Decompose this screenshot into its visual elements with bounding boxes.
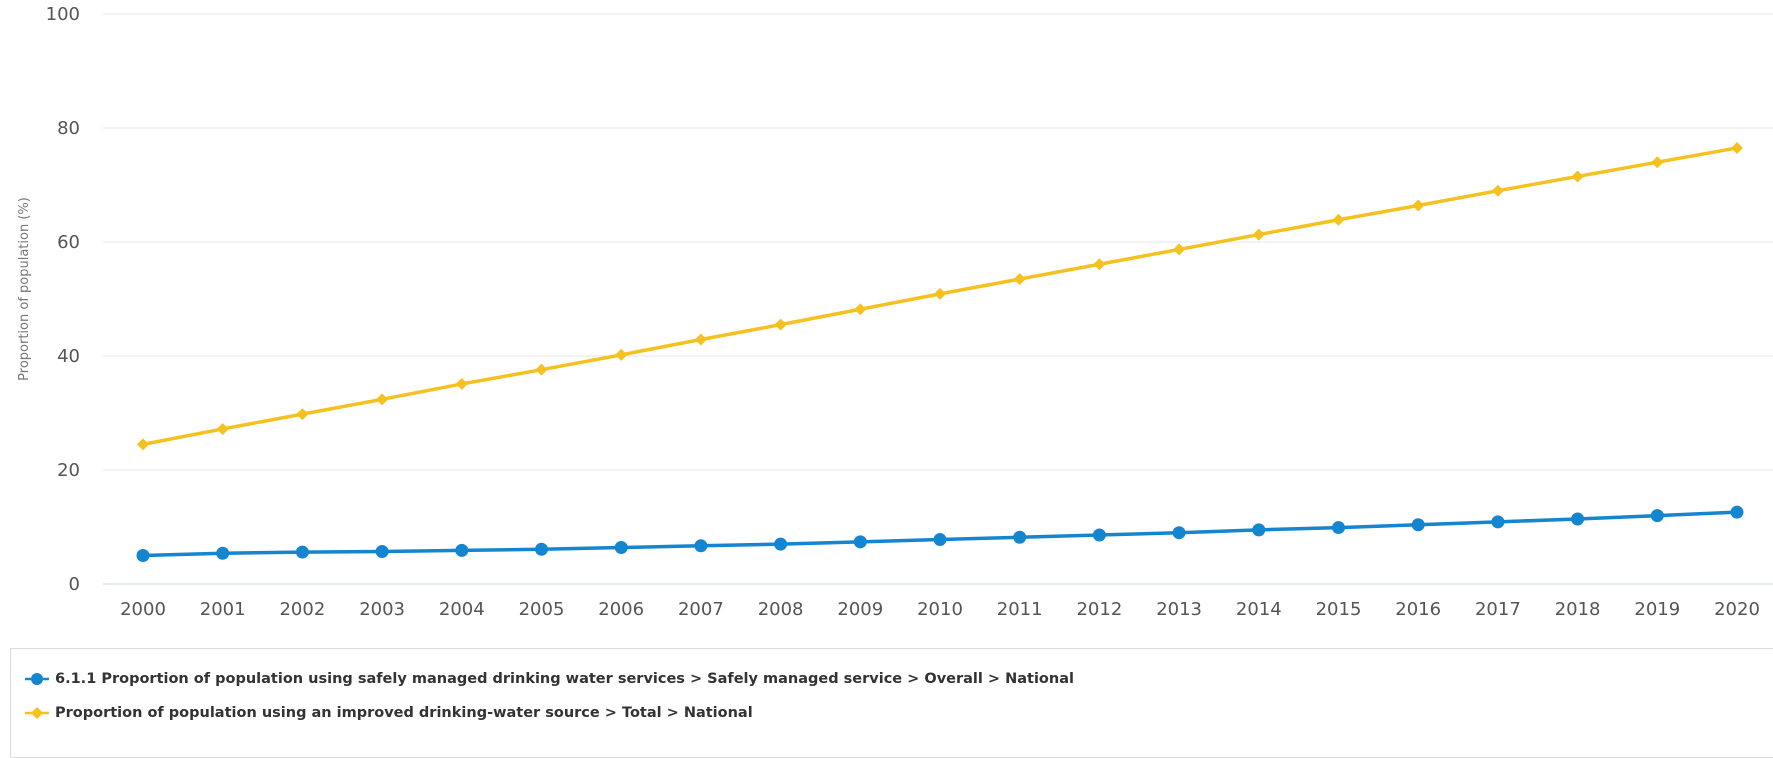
legend-diamond-marker-icon bbox=[25, 707, 49, 719]
y-tick-label: 0 bbox=[69, 574, 80, 595]
data-point bbox=[1491, 515, 1505, 529]
y-tick-label: 60 bbox=[57, 232, 80, 253]
data-point bbox=[1172, 526, 1186, 540]
legend-label: 6.1.1 Proportion of population using saf… bbox=[55, 671, 1074, 687]
data-point bbox=[774, 318, 787, 331]
data-point bbox=[1650, 509, 1664, 523]
data-point bbox=[933, 533, 947, 547]
x-tick-label: 2010 bbox=[917, 599, 963, 620]
data-point bbox=[1092, 528, 1106, 542]
data-point bbox=[1651, 156, 1664, 169]
data-point bbox=[1411, 518, 1425, 532]
series-layer bbox=[136, 141, 1744, 562]
y-tick-label: 80 bbox=[57, 118, 80, 139]
x-tick-label: 2020 bbox=[1714, 599, 1760, 620]
x-tick-label: 2009 bbox=[837, 599, 883, 620]
x-tick-label: 2015 bbox=[1316, 599, 1362, 620]
data-point bbox=[1412, 199, 1425, 212]
data-point bbox=[1252, 523, 1266, 537]
data-point bbox=[295, 545, 309, 559]
data-point bbox=[934, 287, 946, 300]
x-tick-label: 2002 bbox=[279, 599, 325, 620]
x-tick-label: 2004 bbox=[439, 599, 485, 620]
data-point bbox=[296, 408, 309, 421]
data-point bbox=[853, 535, 867, 549]
data-point bbox=[375, 545, 389, 559]
y-axis-tick-labels: 0 20 40 60 80 100 bbox=[46, 4, 80, 595]
data-point bbox=[137, 438, 149, 451]
data-point bbox=[774, 537, 788, 551]
data-point bbox=[1013, 530, 1027, 544]
x-tick-label: 2006 bbox=[598, 599, 644, 620]
series-2 bbox=[137, 141, 1743, 451]
x-tick-label: 2013 bbox=[1156, 599, 1202, 620]
data-point bbox=[1252, 228, 1265, 241]
y-tick-label: 100 bbox=[46, 4, 80, 25]
x-axis-tick-labels: 2000 2001 2002 2003 2004 2005 2006 2007 2008 2009… bbox=[120, 599, 1760, 620]
x-tick-label: 2001 bbox=[200, 599, 246, 620]
legend-label: Proportion of population using an improv… bbox=[55, 705, 753, 721]
data-point bbox=[376, 393, 389, 406]
data-point bbox=[1332, 213, 1345, 226]
x-tick-label: 2019 bbox=[1634, 599, 1680, 620]
x-tick-label: 2000 bbox=[120, 599, 166, 620]
data-point bbox=[216, 422, 229, 435]
y-tick-label: 40 bbox=[57, 346, 80, 367]
data-point bbox=[455, 377, 468, 390]
legend: 6.1.1 Proportion of population using saf… bbox=[10, 648, 1773, 758]
x-tick-label: 2014 bbox=[1236, 599, 1282, 620]
data-point bbox=[535, 542, 548, 556]
data-point bbox=[1571, 170, 1584, 183]
legend-item-safely-managed[interactable]: 6.1.1 Proportion of population using saf… bbox=[25, 667, 1074, 691]
x-tick-label: 2012 bbox=[1076, 599, 1122, 620]
data-point bbox=[455, 543, 469, 557]
data-point bbox=[614, 541, 628, 555]
gridlines bbox=[103, 13, 1773, 585]
x-tick-label: 2018 bbox=[1555, 599, 1601, 620]
legend-circle-marker-icon bbox=[25, 673, 49, 685]
x-tick-label: 2016 bbox=[1395, 599, 1441, 620]
x-tick-label: 2011 bbox=[997, 599, 1043, 620]
y-axis-title: Proportion of population (%) bbox=[17, 197, 32, 381]
data-point bbox=[1571, 512, 1585, 526]
y-tick-label: 20 bbox=[57, 460, 80, 481]
data-point bbox=[1491, 184, 1504, 197]
series-1 bbox=[136, 505, 1744, 562]
x-tick-label: 2008 bbox=[758, 599, 804, 620]
data-point bbox=[136, 549, 150, 562]
data-point bbox=[615, 348, 628, 361]
x-tick-label: 2003 bbox=[359, 599, 405, 620]
data-point bbox=[1730, 505, 1744, 519]
data-point bbox=[694, 333, 707, 346]
x-tick-label: 2007 bbox=[678, 599, 724, 620]
data-point bbox=[535, 363, 548, 376]
data-point bbox=[1332, 521, 1345, 535]
data-point bbox=[1013, 273, 1026, 286]
data-point bbox=[1093, 258, 1106, 271]
x-tick-label: 2017 bbox=[1475, 599, 1521, 620]
data-point bbox=[854, 303, 867, 316]
data-point bbox=[1731, 141, 1743, 154]
legend-item-improved-source[interactable]: Proportion of population using an improv… bbox=[25, 701, 753, 725]
data-point bbox=[694, 539, 708, 553]
x-tick-label: 2005 bbox=[519, 599, 565, 620]
data-point bbox=[1173, 243, 1186, 256]
data-point bbox=[216, 546, 230, 560]
